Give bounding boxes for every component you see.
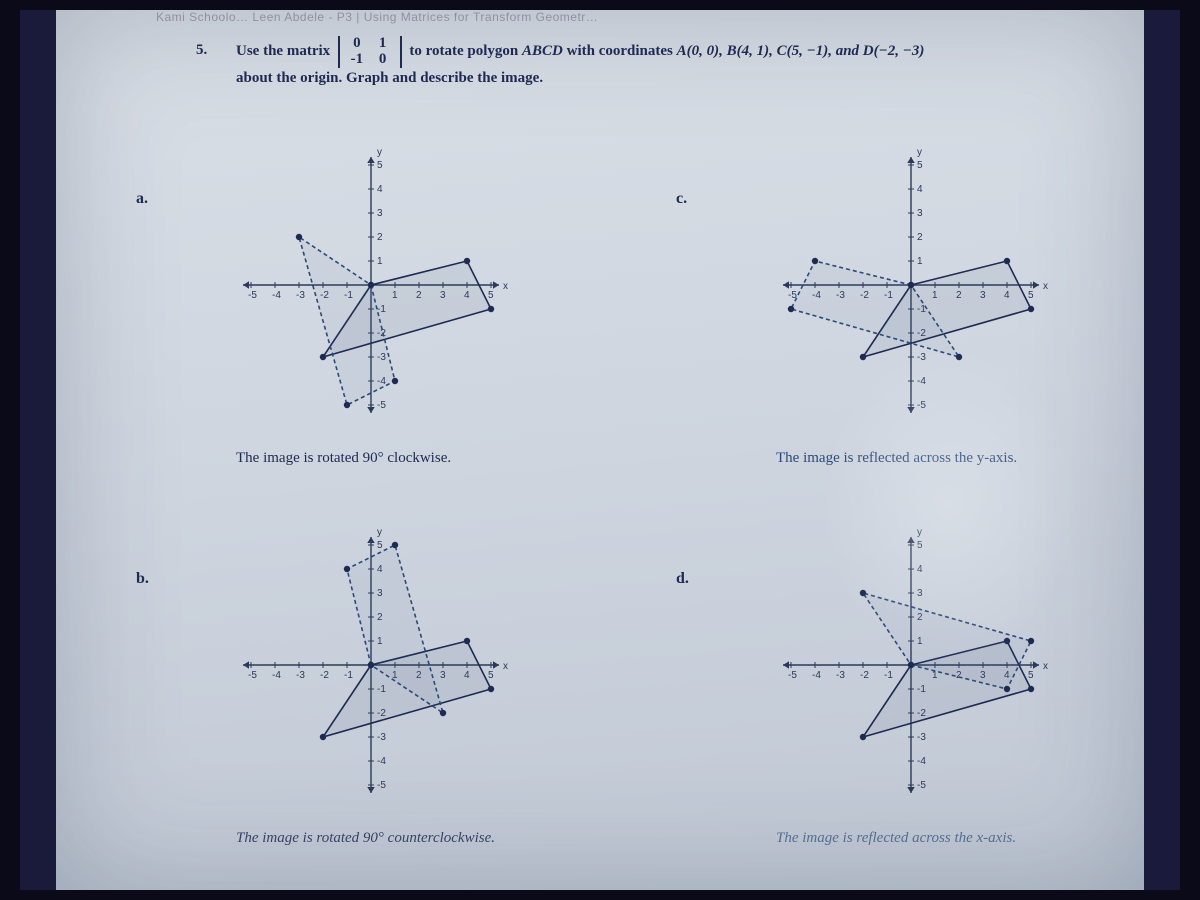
svg-text:4: 4: [377, 184, 383, 195]
svg-text:5: 5: [377, 160, 383, 171]
answer-options: a. -5-4-3-2-112345-5-4-3-2-112345xy The …: [136, 150, 1104, 880]
svg-text:5: 5: [917, 540, 923, 551]
option-c-graph: -5-4-3-2-112345-5-4-3-2-112345xy: [776, 150, 1046, 425]
q-polygon-name: ABCD: [522, 43, 563, 59]
option-letter: d.: [676, 570, 689, 588]
svg-text:x: x: [1043, 281, 1048, 292]
q-pre: Use the matrix: [236, 43, 330, 59]
svg-text:y: y: [377, 147, 382, 158]
svg-text:4: 4: [917, 564, 923, 575]
monitor-bezel: Kami Schoolo… Leen Abdele - P3 | Using M…: [0, 0, 1200, 900]
svg-text:-5: -5: [248, 670, 257, 681]
svg-text:-2: -2: [320, 670, 329, 681]
question-5: 5. Use the matrix 0 1 -1 0 to rotate pol…: [196, 36, 1084, 89]
option-a-caption: The image is rotated 90° clockwise.: [236, 450, 616, 467]
option-letter: a.: [136, 190, 148, 208]
svg-text:-5: -5: [377, 780, 386, 791]
svg-text:4: 4: [917, 184, 923, 195]
option-b-caption: The image is rotated 90° counterclockwis…: [236, 830, 616, 847]
q-mid2: with coordinates: [563, 43, 677, 59]
svg-text:-4: -4: [917, 376, 926, 387]
svg-text:-3: -3: [917, 352, 926, 363]
svg-text:3: 3: [917, 588, 923, 599]
q-coords: A(0, 0), B(4, 1), C(5, −1), and D(−2, −3…: [677, 43, 925, 59]
svg-text:1: 1: [917, 256, 923, 267]
svg-text:-3: -3: [836, 670, 845, 681]
browser-tab-hint: Kami Schoolo… Leen Abdele - P3 | Using M…: [56, 10, 1144, 24]
svg-text:2: 2: [917, 232, 923, 243]
option-b-graph: -5-4-3-2-112345-5-4-3-2-112345xy: [236, 530, 506, 805]
worksheet-page: Kami Schoolo… Leen Abdele - P3 | Using M…: [56, 10, 1144, 890]
svg-text:-3: -3: [917, 732, 926, 743]
question-number: 5.: [196, 42, 207, 59]
svg-text:3: 3: [377, 208, 383, 219]
svg-text:-5: -5: [917, 400, 926, 411]
svg-text:5: 5: [377, 540, 383, 551]
svg-text:-3: -3: [296, 290, 305, 301]
option-letter: b.: [136, 570, 149, 588]
svg-text:-5: -5: [377, 400, 386, 411]
svg-text:-4: -4: [917, 756, 926, 767]
option-d-graph: -5-4-3-2-112345-5-4-3-2-112345xy: [776, 530, 1046, 805]
svg-text:y: y: [377, 527, 382, 538]
svg-text:-1: -1: [344, 670, 353, 681]
q-mid: to rotate polygon: [409, 43, 522, 59]
svg-text:-3: -3: [296, 670, 305, 681]
svg-text:-4: -4: [812, 670, 821, 681]
option-d-caption: The image is reflected across the x-axis…: [776, 830, 1156, 847]
svg-text:y: y: [917, 527, 922, 538]
svg-text:3: 3: [917, 208, 923, 219]
option-letter: c.: [676, 190, 687, 208]
svg-text:5: 5: [488, 670, 494, 681]
question-body: Use the matrix 0 1 -1 0 to rotate polygo…: [236, 36, 1084, 89]
option-c-caption: The image is reflected across the y-axis…: [776, 450, 1156, 467]
svg-text:y: y: [917, 147, 922, 158]
svg-text:2: 2: [377, 232, 383, 243]
svg-text:-1: -1: [884, 670, 893, 681]
svg-text:5: 5: [917, 160, 923, 171]
svg-text:5: 5: [1028, 670, 1034, 681]
svg-text:5: 5: [1028, 290, 1034, 301]
svg-text:x: x: [503, 661, 508, 672]
svg-text:-4: -4: [272, 670, 281, 681]
q-post: about the origin. Graph and describe the…: [236, 70, 543, 86]
rotation-matrix: 0 1 -1 0: [338, 36, 402, 68]
svg-text:-2: -2: [860, 670, 869, 681]
svg-text:-3: -3: [377, 732, 386, 743]
svg-text:-5: -5: [788, 670, 797, 681]
svg-text:x: x: [503, 281, 508, 292]
svg-text:-4: -4: [377, 756, 386, 767]
option-a-graph: -5-4-3-2-112345-5-4-3-2-112345xy: [236, 150, 506, 425]
svg-text:-4: -4: [272, 290, 281, 301]
svg-text:x: x: [1043, 661, 1048, 672]
svg-text:1: 1: [377, 256, 383, 267]
svg-text:-5: -5: [248, 290, 257, 301]
svg-text:-5: -5: [917, 780, 926, 791]
svg-text:5: 5: [488, 290, 494, 301]
